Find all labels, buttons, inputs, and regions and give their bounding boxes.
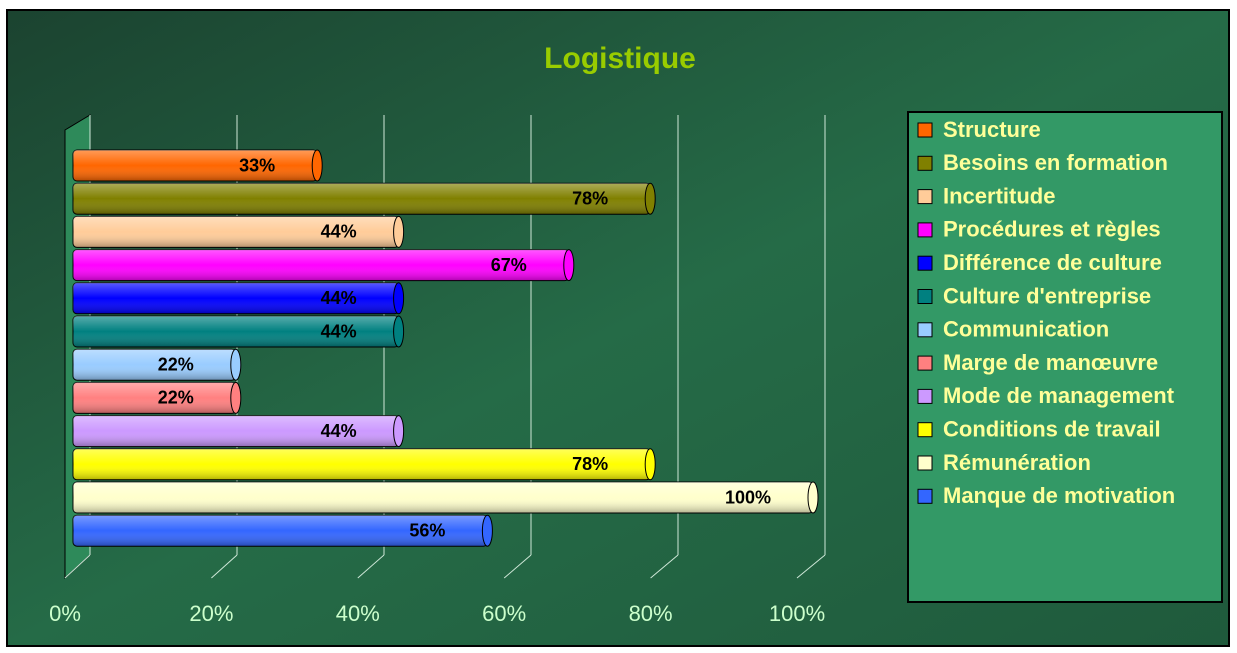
bar-end bbox=[393, 415, 405, 448]
legend-swatch bbox=[917, 122, 933, 138]
legend-swatch bbox=[917, 388, 933, 404]
x-tick-label: 100% bbox=[769, 601, 825, 626]
legend-label: Procédures et règles bbox=[943, 217, 1161, 242]
x-tick-label: 0% bbox=[49, 601, 81, 626]
bar-shade bbox=[73, 282, 399, 314]
legend-label: Besoins en formation bbox=[943, 150, 1168, 175]
legend-swatch bbox=[917, 422, 933, 438]
legend-label: Culture d'entreprise bbox=[943, 283, 1151, 308]
bar-end bbox=[644, 182, 656, 215]
x-tick-label: 80% bbox=[629, 601, 673, 626]
value-label: 22% bbox=[158, 354, 194, 374]
floor-line bbox=[64, 554, 91, 579]
bar-shade bbox=[73, 349, 236, 381]
legend-label: Mode de management bbox=[943, 383, 1175, 408]
legend-swatch bbox=[917, 355, 933, 371]
bar-shade bbox=[73, 249, 569, 281]
value-label: 78% bbox=[572, 188, 608, 208]
value-label: 44% bbox=[321, 288, 357, 308]
floor-line bbox=[796, 554, 826, 579]
legend-label: Conditions de travail bbox=[943, 417, 1161, 442]
bar-end bbox=[311, 149, 323, 182]
chart-title: Logistique bbox=[544, 42, 696, 75]
legend-swatch bbox=[917, 455, 933, 471]
value-label: 44% bbox=[321, 321, 357, 341]
legend-label: Marge de manœuvre bbox=[943, 350, 1158, 375]
bar-shade bbox=[73, 382, 236, 414]
legend-label: Différence de culture bbox=[943, 250, 1162, 275]
value-label: 33% bbox=[239, 155, 275, 175]
bar-end bbox=[481, 514, 493, 547]
floor-line bbox=[211, 554, 238, 579]
legend-swatch bbox=[917, 322, 933, 338]
value-label: 100% bbox=[725, 487, 771, 507]
legend-label: Manque de motivation bbox=[943, 483, 1175, 508]
legend-swatch bbox=[917, 155, 933, 171]
x-tick-label: 20% bbox=[189, 601, 233, 626]
bar-end bbox=[393, 282, 405, 315]
bar-end bbox=[230, 348, 242, 381]
value-label: 44% bbox=[321, 421, 357, 441]
legend-swatch bbox=[917, 222, 933, 238]
value-label: 67% bbox=[491, 255, 527, 275]
legend-label: Rémunération bbox=[943, 450, 1091, 475]
bar-end bbox=[807, 481, 819, 514]
bar-shade bbox=[73, 150, 318, 181]
bar-end bbox=[644, 448, 656, 481]
legend-label: Communication bbox=[943, 317, 1109, 342]
bar-end bbox=[393, 215, 405, 248]
bar-shade bbox=[73, 183, 651, 215]
value-label: 44% bbox=[321, 222, 357, 242]
floor-line bbox=[503, 554, 532, 579]
legend bbox=[907, 111, 1223, 603]
bar-shade bbox=[73, 515, 488, 547]
bar-end bbox=[230, 381, 242, 414]
value-label: 78% bbox=[572, 454, 608, 474]
bar-shade bbox=[73, 316, 399, 347]
legend-swatch bbox=[917, 289, 933, 304]
bar-end bbox=[563, 249, 575, 282]
value-label: 56% bbox=[409, 520, 445, 540]
floor-line bbox=[357, 554, 385, 579]
legend-label: Incertitude bbox=[943, 183, 1055, 208]
x-tick-label: 60% bbox=[482, 601, 526, 626]
legend-swatch bbox=[917, 488, 933, 504]
bar-shade bbox=[73, 482, 813, 513]
bar-shade bbox=[73, 448, 651, 480]
bar-shade bbox=[73, 415, 399, 447]
value-label: 22% bbox=[158, 388, 194, 408]
legend-swatch bbox=[917, 189, 933, 205]
floor-line bbox=[650, 554, 679, 579]
legend-label: Structure bbox=[943, 117, 1041, 142]
bar-end bbox=[393, 315, 405, 348]
x-tick-label: 40% bbox=[336, 601, 380, 626]
bar-shade bbox=[73, 216, 399, 248]
legend-swatch bbox=[917, 255, 933, 271]
